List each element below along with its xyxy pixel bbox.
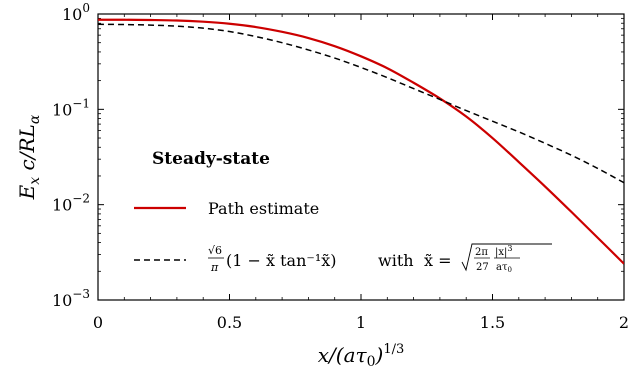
legend-title: Steady-state (152, 149, 270, 169)
legend: Steady-state Path estimate √6 π (1 − x̃ … (134, 149, 552, 274)
x-tick-label: 1.5 (480, 313, 505, 332)
svg-text:with: with (378, 251, 414, 270)
svg-text:2π: 2π (475, 247, 488, 258)
y-tick-label: 10−1 (52, 96, 90, 119)
svg-text:π: π (210, 261, 219, 274)
y-tick-label: 100 (62, 1, 90, 24)
svg-text:aτ0: aτ0 (496, 262, 512, 274)
svg-text:√6: √6 (208, 244, 222, 257)
series-layer (98, 18, 624, 265)
x-axis-label: x/(aτ0)1/3 (318, 342, 404, 370)
svg-text:x̃ =: x̃ = (424, 251, 452, 270)
x-tick-label: 2 (619, 313, 629, 332)
y-axis-label: Ex c/RLα (15, 114, 43, 200)
y-tick-label: 10−3 (52, 287, 90, 310)
svg-text:(1 − x̃ tan⁻¹x̃): (1 − x̃ tan⁻¹x̃) (226, 251, 337, 270)
x-tick-label: 0 (93, 313, 103, 332)
axis-ticks: 0 0.5 1 1.5 2 100 10−1 10−2 10−3 (52, 1, 629, 332)
legend-label-path: Path estimate (208, 199, 319, 218)
svg-text:27: 27 (476, 262, 489, 273)
svg-text:x/(aτ0)1/3: x/(aτ0)1/3 (318, 342, 404, 370)
series-line-path-estimate (98, 18, 624, 265)
svg-text:|x|3: |x|3 (495, 244, 512, 258)
svg-text:Ex c/RLα: Ex c/RLα (15, 114, 43, 200)
legend-label-analytic: √6 π (1 − x̃ tan⁻¹x̃) with x̃ = 2π 27 |x… (208, 243, 552, 274)
y-tick-label: 10−2 (52, 192, 90, 215)
x-tick-label: 1 (356, 313, 366, 332)
x-tick-label: 0.5 (217, 313, 242, 332)
